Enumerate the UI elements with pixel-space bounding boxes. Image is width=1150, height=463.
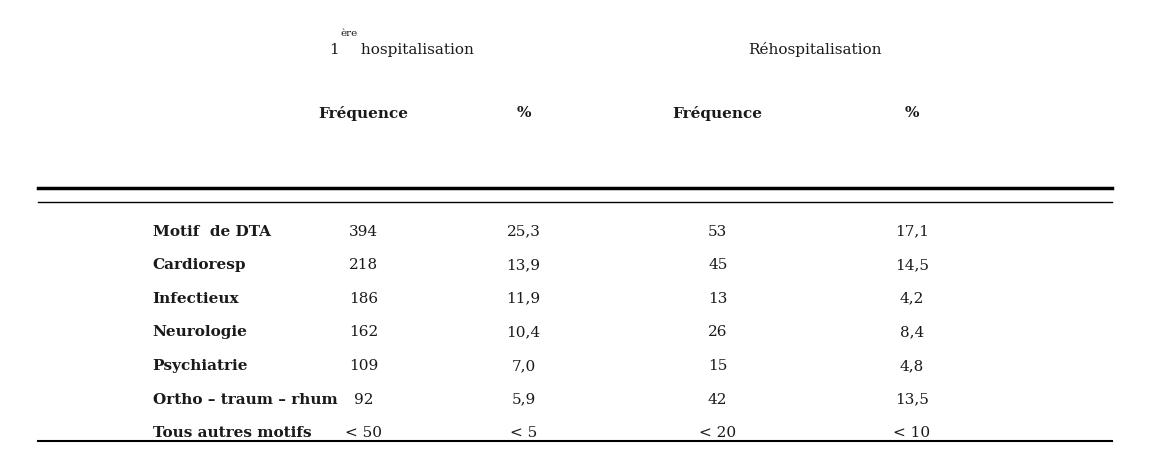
- Text: Motif  de DTA: Motif de DTA: [153, 225, 270, 238]
- Text: 1: 1: [330, 43, 339, 56]
- Text: 4,8: 4,8: [899, 359, 923, 373]
- Text: Tous autres motifs: Tous autres motifs: [153, 426, 312, 440]
- Text: 109: 109: [350, 359, 378, 373]
- Text: 13,5: 13,5: [895, 393, 929, 407]
- Text: Ortho – traum – rhum: Ortho – traum – rhum: [153, 393, 337, 407]
- Text: 13: 13: [708, 292, 728, 306]
- Text: Psychiatrie: Psychiatrie: [153, 359, 248, 373]
- Text: %: %: [516, 106, 531, 120]
- Text: Cardioresp: Cardioresp: [153, 258, 246, 272]
- Text: 394: 394: [350, 225, 378, 238]
- Text: 53: 53: [708, 225, 727, 238]
- Text: 4,2: 4,2: [899, 292, 923, 306]
- Text: Infectieux: Infectieux: [153, 292, 239, 306]
- Text: 7,0: 7,0: [512, 359, 536, 373]
- Text: < 50: < 50: [345, 426, 382, 440]
- Text: Fréquence: Fréquence: [319, 106, 408, 121]
- Text: 5,9: 5,9: [512, 393, 536, 407]
- Text: 186: 186: [350, 292, 378, 306]
- Text: < 10: < 10: [894, 426, 930, 440]
- Text: 26: 26: [708, 325, 728, 339]
- Text: 11,9: 11,9: [506, 292, 540, 306]
- Text: ère: ère: [340, 29, 358, 38]
- Text: 14,5: 14,5: [895, 258, 929, 272]
- Text: 42: 42: [708, 393, 728, 407]
- Text: 13,9: 13,9: [507, 258, 540, 272]
- Text: 92: 92: [354, 393, 374, 407]
- Text: 10,4: 10,4: [506, 325, 540, 339]
- Text: 8,4: 8,4: [899, 325, 923, 339]
- Text: Réhospitalisation: Réhospitalisation: [748, 42, 882, 57]
- Text: < 5: < 5: [509, 426, 537, 440]
- Text: hospitalisation: hospitalisation: [355, 43, 474, 56]
- Text: 162: 162: [350, 325, 378, 339]
- Text: 17,1: 17,1: [895, 225, 929, 238]
- Text: 218: 218: [350, 258, 378, 272]
- Text: Neurologie: Neurologie: [153, 325, 247, 339]
- Text: 15: 15: [708, 359, 728, 373]
- Text: 25,3: 25,3: [507, 225, 540, 238]
- Text: < 20: < 20: [699, 426, 736, 440]
- Text: 45: 45: [708, 258, 728, 272]
- Text: Fréquence: Fréquence: [673, 106, 762, 121]
- Text: %: %: [905, 106, 919, 120]
